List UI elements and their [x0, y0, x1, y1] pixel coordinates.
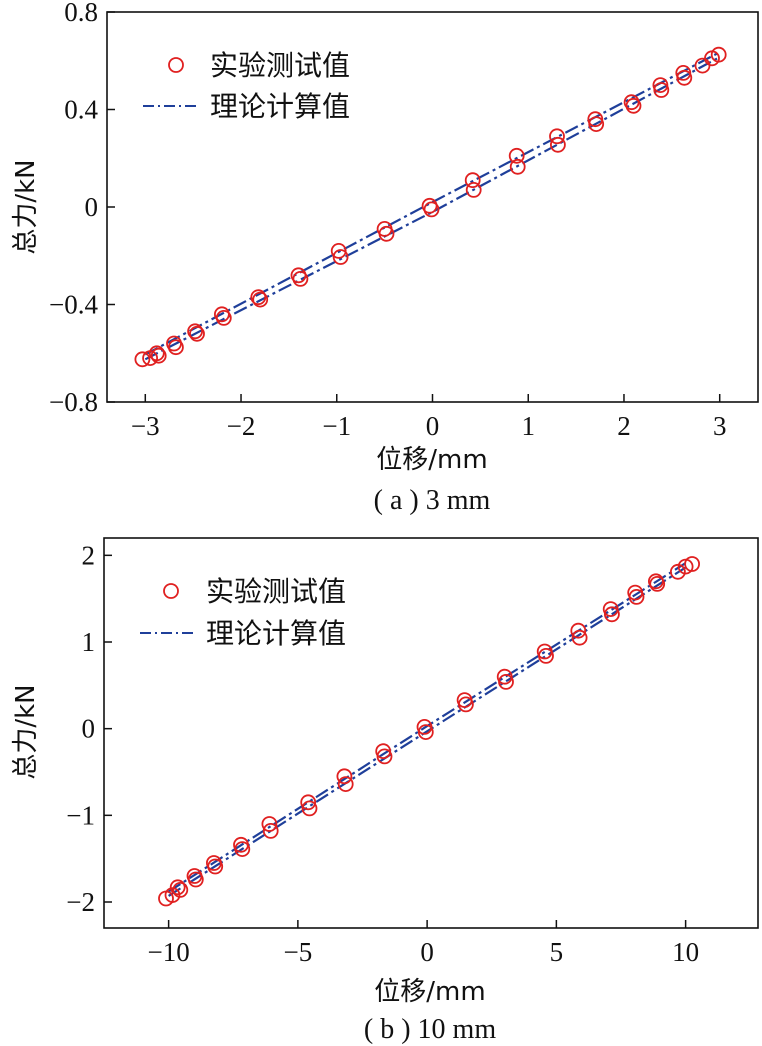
- data-point: [150, 347, 167, 364]
- data-point: [164, 887, 181, 903]
- chart-panel-a: −3 −2 −1 0 1 2 3 −0.8 −0.4 0 0.4 0.8 实验测试值 理论计算值 总力…: [11, 0, 759, 516]
- y-tick-label: −0.4: [49, 290, 98, 320]
- y-tick-label: −2: [66, 887, 95, 917]
- test-points-b: [158, 556, 700, 907]
- data-point: [625, 97, 642, 114]
- x-axis-label-a: 位移/mm: [376, 445, 487, 475]
- data-point: [508, 147, 525, 164]
- data-point: [684, 556, 700, 572]
- data-point: [134, 351, 151, 368]
- y-tick-label: 0.4: [64, 95, 98, 125]
- x-tick-label: 0: [426, 411, 440, 441]
- legend-label-theory: 理论计算值: [206, 617, 346, 650]
- data-point: [464, 172, 481, 189]
- data-point: [376, 748, 393, 765]
- caption-b: ( b ) 10 mm: [364, 1014, 496, 1045]
- data-point: [292, 270, 309, 287]
- data-point: [336, 768, 353, 785]
- data-point: [670, 563, 686, 580]
- x-tick-label: −1: [322, 411, 351, 441]
- y-tick-label: −0.8: [49, 387, 98, 417]
- data-point: [262, 823, 279, 839]
- x-tick-label: −5: [284, 937, 313, 967]
- legend-a: 实验测试值 理论计算值: [143, 49, 350, 123]
- x-tick-label: 1: [521, 411, 535, 441]
- data-point: [538, 648, 554, 664]
- data-point: [207, 858, 224, 875]
- data-point: [653, 82, 670, 98]
- y-tick-label: 0: [82, 714, 96, 744]
- y-axis-label-a: 总力/kN: [11, 159, 41, 254]
- plot-frame-b: [103, 537, 759, 929]
- legend-b: 实验测试值 理论计算值: [140, 575, 346, 650]
- data-point: [300, 794, 317, 811]
- legend-label-test: 实验测试值: [210, 49, 350, 82]
- x-tick-label: 0: [420, 937, 434, 967]
- data-point: [628, 589, 645, 605]
- legend-marker-circle: [168, 57, 184, 73]
- y-tick-label: 2: [82, 540, 96, 570]
- plot-frame-a: [106, 11, 759, 403]
- data-point: [332, 249, 349, 265]
- data-point: [570, 622, 587, 639]
- data-point: [378, 225, 395, 242]
- data-point: [676, 69, 693, 86]
- data-point: [550, 136, 566, 153]
- legend-label-test: 实验测试值: [206, 575, 346, 608]
- data-point: [588, 116, 605, 132]
- caption-a: ( a ) 3 mm: [374, 485, 491, 516]
- data-point: [234, 841, 251, 857]
- theory-line-lower: [144, 56, 721, 361]
- x-tick-label: 10: [672, 937, 699, 967]
- data-point: [330, 242, 347, 259]
- data-point: [172, 882, 189, 898]
- data-point: [498, 674, 514, 690]
- y-tick-label: 0.8: [64, 0, 98, 27]
- y-tick-label: 0: [85, 192, 99, 222]
- data-point: [337, 776, 354, 792]
- x-tick-label: 2: [617, 411, 631, 441]
- data-point: [250, 289, 267, 306]
- data-point: [423, 201, 440, 218]
- data-point: [457, 696, 474, 713]
- data-point: [549, 128, 565, 145]
- data-point: [509, 158, 526, 175]
- data-point: [604, 606, 620, 623]
- data-point: [571, 629, 588, 646]
- x-tick-label: −10: [148, 937, 190, 967]
- x-tick-label: −2: [227, 411, 256, 441]
- data-point: [187, 323, 204, 340]
- data-point: [252, 291, 269, 308]
- x-axis-label-b: 位移/mm: [374, 977, 485, 1007]
- data-point: [148, 345, 165, 362]
- test-points-a: [134, 46, 727, 368]
- data-point: [187, 871, 204, 888]
- data-point: [649, 576, 666, 592]
- y-axis-label-b: 总力/kN: [11, 684, 41, 779]
- ticks-a: −3 −2 −1 0 1 2 3 −0.8 −0.4 0 0.4 0.8: [49, 0, 726, 441]
- legend-marker-circle: [163, 583, 179, 599]
- legend-label-theory: 理论计算值: [210, 90, 350, 123]
- data-point: [215, 309, 232, 326]
- y-tick-label: 1: [82, 627, 96, 657]
- data-point: [169, 879, 186, 896]
- theory-lines-b: [168, 562, 687, 897]
- data-point: [417, 724, 434, 740]
- data-point: [465, 181, 482, 198]
- x-tick-label: −3: [131, 411, 160, 441]
- data-point: [167, 339, 184, 356]
- theory-line-lower: [168, 566, 687, 897]
- x-tick-label: 5: [550, 937, 564, 967]
- y-tick-label: −1: [66, 800, 95, 830]
- data-point: [301, 800, 318, 817]
- data-point: [189, 325, 205, 342]
- data-point: [261, 816, 278, 832]
- data-point: [710, 46, 727, 63]
- x-tick-label: 3: [713, 411, 727, 441]
